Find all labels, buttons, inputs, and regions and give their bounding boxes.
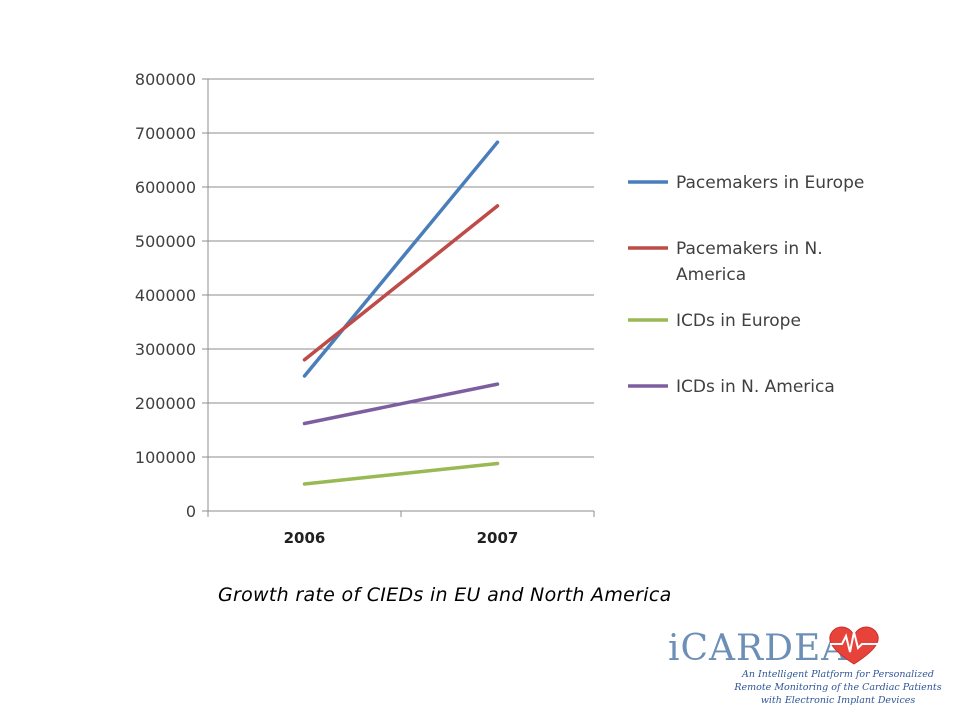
y-tick-label: 200000 bbox=[135, 394, 196, 413]
x-tick-labels: 2006 2007 bbox=[284, 529, 519, 547]
y-tick-label: 400000 bbox=[135, 286, 196, 305]
logo-wordmark: iCARDEA bbox=[668, 628, 849, 669]
y-tick-label: 600000 bbox=[135, 178, 196, 197]
y-tick-labels: 0 100000 200000 300000 400000 500000 600000 700… bbox=[135, 70, 196, 521]
x-tick-label: 2006 bbox=[284, 529, 326, 547]
series-line bbox=[302, 382, 500, 426]
legend-label: Pacemakers in N. America bbox=[676, 239, 823, 285]
y-tick-label: 100000 bbox=[135, 448, 196, 467]
legend-label: Pacemakers in Europe bbox=[676, 173, 864, 193]
series-line bbox=[302, 461, 500, 486]
chart-caption: Growth rate of CIEDs in EU and North Ame… bbox=[218, 584, 672, 606]
axes bbox=[202, 78, 595, 517]
y-tick-label: 800000 bbox=[135, 70, 196, 89]
logo-tagline: An Intelligent Platform for Personalized… bbox=[734, 669, 942, 706]
icardea-logo: iCARDEA An Intelligent Platform for Pers… bbox=[664, 624, 954, 716]
gridlines bbox=[208, 78, 594, 458]
legend-label: ICDs in N. America bbox=[676, 377, 835, 397]
heart-icon bbox=[829, 626, 879, 665]
series-lines bbox=[302, 140, 500, 486]
y-tick-label: 300000 bbox=[135, 340, 196, 359]
legend-label: ICDs in Europe bbox=[676, 311, 801, 331]
y-tick-label: 0 bbox=[186, 502, 196, 521]
y-tick-label: 700000 bbox=[135, 124, 196, 143]
legend: Pacemakers in Europe Pacemakers in N. Amer… bbox=[628, 173, 864, 397]
x-tick-label: 2007 bbox=[477, 529, 519, 547]
series-line bbox=[302, 204, 500, 362]
y-tick-label: 500000 bbox=[135, 232, 196, 251]
series-line bbox=[302, 140, 500, 378]
